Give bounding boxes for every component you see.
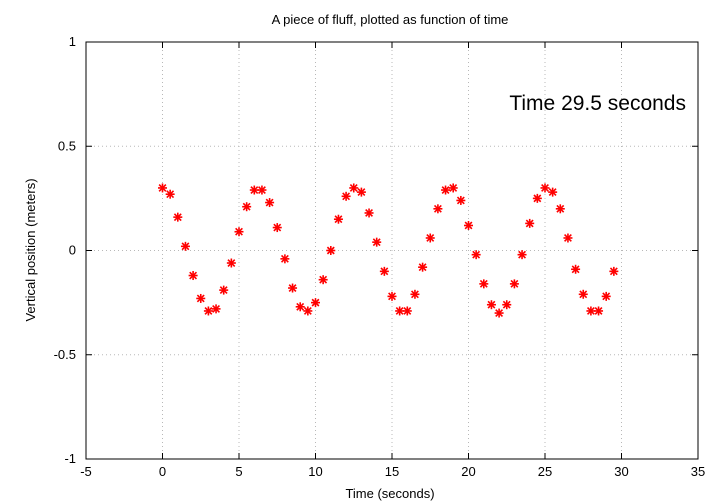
data-point [349,183,359,193]
x-axis-label: Time (seconds) [345,486,434,501]
data-point [456,195,466,205]
data-point [265,198,275,208]
data-point [211,304,221,314]
data-point [387,291,397,301]
data-point [288,283,298,293]
data-point [402,306,412,316]
data-point [571,264,581,274]
data-point [341,191,351,201]
data-point [333,214,343,224]
data-point [532,193,542,203]
data-point [196,293,206,303]
data-point [471,250,481,260]
tick-layer: -5 0 5 10 15 20 25 30 35 1 0.5 0 -0.5 -1 [54,34,706,479]
x-tick-label: 20 [461,464,475,479]
data-point [311,298,320,308]
y-tick-label: -0.5 [54,347,76,362]
data-point [234,227,244,237]
data-point [441,185,451,195]
data-point [395,306,405,316]
data-point [609,266,619,276]
data-point [158,183,167,193]
data-point [219,285,229,295]
data-point [502,300,512,310]
data-point [326,246,336,255]
data-point [525,218,535,228]
x-tick-label: 0 [159,464,166,479]
data-point [548,187,558,197]
data-point [594,306,604,316]
data-point [356,187,366,197]
data-point [494,308,504,318]
data-point [486,300,496,310]
data-point [165,189,175,199]
data-point [555,204,565,214]
data-point [303,306,313,316]
data-point [180,241,190,251]
data-point [249,185,259,195]
x-tick-label: -5 [80,464,92,479]
data-point [410,289,420,299]
x-tick-label: 15 [385,464,399,479]
x-tick-label: 25 [538,464,552,479]
data-point [242,202,252,212]
data-point [418,262,428,272]
grid-layer [86,42,698,459]
data-point [226,258,236,268]
data-point [257,185,267,195]
data-point [540,183,550,193]
data-point [601,291,611,301]
data-point [578,289,588,299]
data-point [586,306,596,316]
x-tick-label: 30 [614,464,628,479]
y-axis-label: Vertical position (meters) [23,178,38,321]
data-point [464,220,473,230]
data-point [517,250,527,260]
data-point [479,279,489,289]
chart-title: A piece of fluff, plotted as function of… [272,12,509,27]
data-points [158,183,619,318]
y-tick-label: 1 [69,34,76,49]
x-tick-label: 10 [308,464,322,479]
data-point [433,204,443,214]
data-point [364,208,374,218]
data-point [509,279,519,289]
data-point [425,233,435,243]
data-point [173,212,183,222]
data-point [280,254,290,264]
time-annotation: Time 29.5 seconds [509,92,686,115]
data-point [379,266,389,276]
data-point [563,233,573,243]
data-point [203,306,213,316]
data-point [295,302,305,312]
data-point [448,183,458,193]
x-tick-label: 35 [691,464,705,479]
y-tick-label: -1 [64,451,76,466]
data-point [372,237,382,247]
y-tick-label: 0.5 [58,138,76,153]
x-tick-label: 5 [235,464,242,479]
data-point [318,275,328,285]
y-tick-label: 0 [69,243,76,258]
data-point [272,223,282,233]
data-point [188,271,198,281]
